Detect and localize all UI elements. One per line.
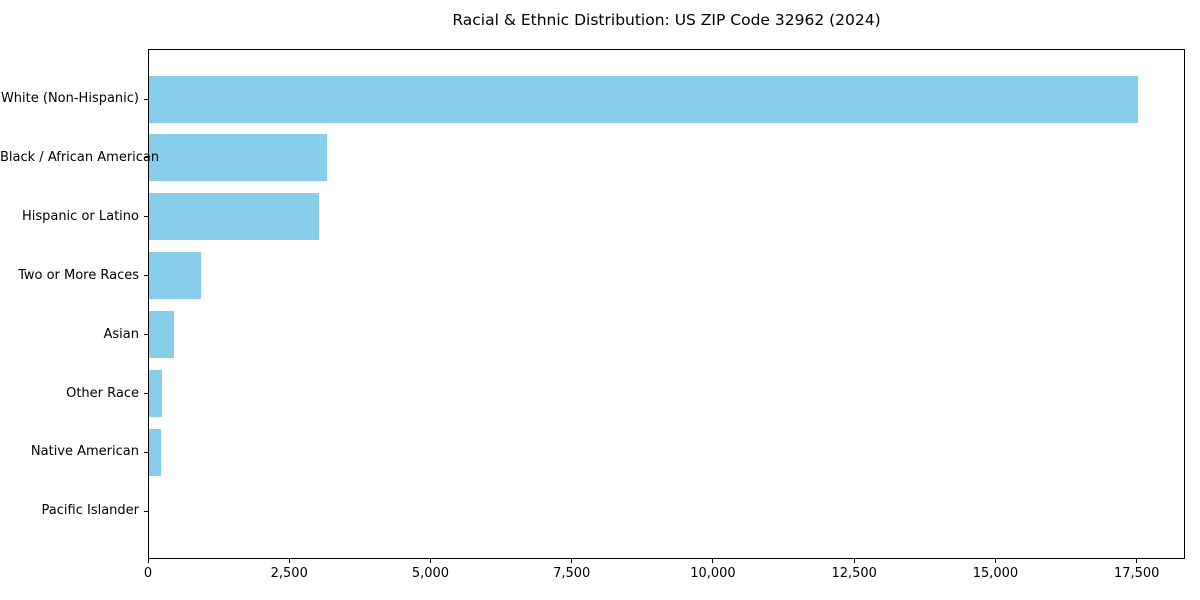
y-tick-mark: [144, 451, 148, 453]
x-tick-label: 7,500: [553, 566, 591, 581]
x-tick-label: 0: [143, 566, 153, 581]
chart-title: Racial & Ethnic Distribution: US ZIP Cod…: [452, 11, 881, 29]
y-tick-label: Pacific Islander: [41, 503, 139, 519]
x-tick-mark: [147, 559, 149, 563]
x-tick-label: 15,000: [972, 566, 1019, 581]
x-tick-label: 2,500: [270, 566, 308, 581]
x-tick-mark: [1136, 559, 1138, 563]
bar: [149, 75, 1138, 123]
x-tick-mark: [994, 559, 996, 563]
y-tick-mark: [144, 157, 148, 159]
x-tick-label: 12,500: [831, 566, 877, 581]
plot-area: [148, 49, 1185, 559]
bar: [149, 252, 201, 300]
x-tick-label: 10,000: [690, 566, 736, 581]
y-tick-label: Two or More Races: [18, 267, 139, 283]
bar: [149, 134, 327, 182]
y-tick-label: Black / African American: [0, 149, 160, 165]
y-tick-mark: [144, 510, 148, 512]
y-tick-label: Hispanic or Latino: [21, 208, 139, 224]
y-tick-mark: [144, 393, 148, 394]
x-tick-label: 5,000: [411, 566, 450, 581]
y-tick-label: White (Non-Hispanic): [0, 91, 139, 106]
x-tick-mark: [712, 559, 714, 563]
x-tick-mark: [571, 559, 573, 563]
x-tick-mark: [429, 559, 431, 563]
bar: [149, 193, 319, 241]
y-tick-label: Other Race: [66, 385, 139, 401]
bar: [149, 370, 162, 417]
bar: [149, 428, 161, 476]
x-tick-label: 17,500: [1113, 566, 1160, 581]
y-tick-mark: [144, 98, 148, 100]
x-tick-mark: [853, 559, 855, 563]
y-tick-label: Native American: [30, 444, 139, 460]
y-tick-mark: [144, 334, 148, 336]
y-tick-mark: [144, 216, 148, 218]
y-tick-mark: [144, 275, 148, 277]
bar: [149, 311, 174, 359]
x-tick-mark: [288, 559, 290, 563]
y-tick-label: Asian: [103, 326, 139, 342]
